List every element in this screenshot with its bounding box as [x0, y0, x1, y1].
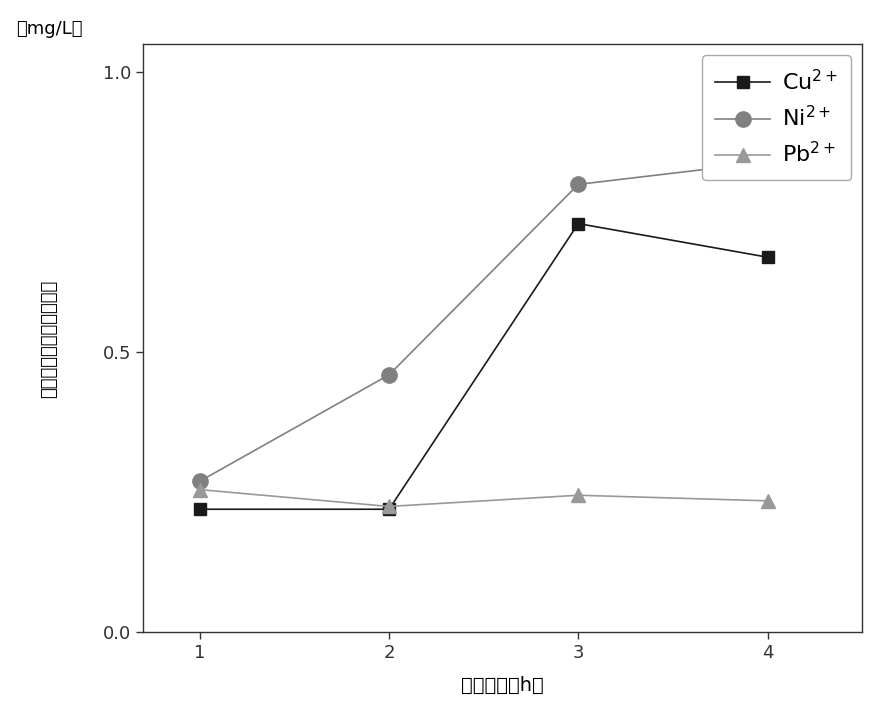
Line: Pb$^{2+}$: Pb$^{2+}$	[192, 483, 774, 513]
Pb$^{2+}$	[762, 497, 773, 505]
Pb$^{2+}$	[573, 491, 584, 500]
Pb$^{2+}$	[384, 502, 395, 511]
Ni$^{2+}$	[573, 180, 584, 189]
Ni$^{2+}$	[762, 158, 773, 166]
Cu$^{2+}$	[573, 219, 584, 228]
Ni$^{2+}$	[194, 477, 205, 485]
Cu$^{2+}$	[384, 505, 395, 513]
Text: （mg/L）: （mg/L）	[16, 21, 83, 39]
Cu$^{2+}$	[194, 505, 205, 513]
Cu$^{2+}$	[762, 253, 773, 261]
Pb$^{2+}$	[194, 485, 205, 494]
Line: Ni$^{2+}$: Ni$^{2+}$	[192, 155, 775, 489]
X-axis label: 吸附时间（h）: 吸附时间（h）	[461, 676, 544, 695]
Ni$^{2+}$	[384, 370, 395, 379]
Text: 滤液中剩余金属离子浓度: 滤液中剩余金属离子浓度	[41, 279, 58, 397]
Line: Cu$^{2+}$: Cu$^{2+}$	[193, 218, 774, 516]
Legend: Cu$^{2+}$, Ni$^{2+}$, Pb$^{2+}$: Cu$^{2+}$, Ni$^{2+}$, Pb$^{2+}$	[702, 55, 851, 180]
